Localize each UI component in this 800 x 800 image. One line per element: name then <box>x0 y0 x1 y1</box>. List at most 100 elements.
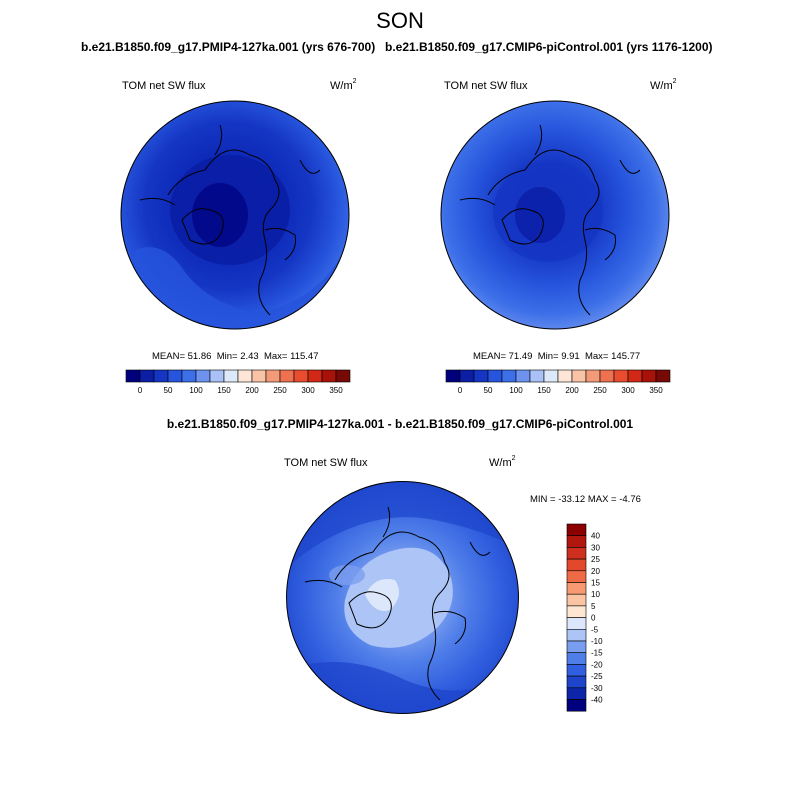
season-title: SON <box>376 8 424 33</box>
right-colorbar-tick-label: 300 <box>621 386 635 395</box>
left-colorbar: 0 50 100 150 200 250 300 350 <box>125 369 351 395</box>
right-colorbar-swatch <box>585 369 601 383</box>
left-colorbar-tick-label: 150 <box>217 386 231 395</box>
right-colorbar-swatch <box>445 369 461 383</box>
left-polar-map <box>120 100 350 330</box>
left-colorbar-tick-label: 100 <box>189 386 203 395</box>
diff-colorbar-swatch <box>566 640 587 653</box>
left-variable-label: TOM net SW flux <box>122 80 206 92</box>
right-colorbar-swatch <box>571 369 587 383</box>
left-colorbar-swatch <box>335 369 351 383</box>
right-colorbar-tick-label: 150 <box>537 386 551 395</box>
diff-units-label: W/m2 <box>489 455 516 469</box>
right-stats: MEAN= 71.49 Min= 9.91 Max= 145.77 <box>473 351 640 362</box>
diff-units-text: W/m <box>489 457 512 469</box>
left-units-label: W/m2 <box>330 78 357 92</box>
left-colorbar-swatch <box>307 369 323 383</box>
left-colorbar-swatch <box>251 369 267 383</box>
diff-colorbar-tick-label: -20 <box>591 660 603 669</box>
left-coastlines <box>139 124 321 316</box>
left-case-title: b.e21.B1850.f09_g17.PMIP4-127ka.001 (yrs… <box>81 40 376 54</box>
left-colorbar-tick-label: 350 <box>329 386 343 395</box>
left-units-exponent: 2 <box>352 78 357 85</box>
diff-colorbar-tick-label: -40 <box>591 696 603 705</box>
right-colorbar-swatch <box>515 369 531 383</box>
left-colorbar-tick-label: 250 <box>273 386 287 395</box>
diff-colorbar-swatch <box>566 629 587 642</box>
left-colorbar-tick-label: 50 <box>164 386 173 395</box>
left-stats: MEAN= 51.86 Min= 2.43 Max= 115.47 <box>152 351 318 362</box>
right-max-value: 145.77 <box>611 351 641 362</box>
right-colorbar-tick-label: 50 <box>484 386 493 395</box>
left-colorbar-swatch <box>265 369 281 383</box>
diff-colorbar-swatch <box>566 687 587 700</box>
right-colorbar: 0 50 100 150 200 250 300 350 <box>445 369 671 395</box>
left-units-text: W/m <box>330 80 353 92</box>
left-min-value: 2.43 <box>240 351 259 362</box>
diff-colorbar-tick-label: 40 <box>591 532 600 541</box>
right-mean-label: MEAN= <box>473 351 506 362</box>
diff-colorbar-swatch <box>566 605 587 618</box>
left-colorbar-swatch <box>209 369 225 383</box>
right-colorbar-tick-label: 0 <box>458 386 463 395</box>
diff-colorbar-swatch <box>566 652 587 665</box>
diff-colorbar-swatch <box>566 547 587 560</box>
right-units-label: W/m2 <box>650 78 677 92</box>
right-units-exponent: 2 <box>672 78 677 85</box>
left-colorbar-swatch <box>237 369 253 383</box>
diff-colorbar-swatch <box>566 617 587 630</box>
diff-colorbar-swatch <box>566 582 587 595</box>
right-colorbar-swatch <box>599 369 615 383</box>
diff-colorbar-tick-label: -15 <box>591 649 603 658</box>
diff-colorbar-tick-label: 20 <box>591 567 600 576</box>
right-colorbar-swatch <box>613 369 629 383</box>
diff-colorbar-swatch <box>566 593 587 607</box>
right-polar-map <box>440 100 670 330</box>
right-colorbar-tick-label: 350 <box>649 386 663 395</box>
left-colorbar-swatch <box>125 369 141 383</box>
diff-polar-map <box>286 481 519 714</box>
left-colorbar-swatch <box>167 369 183 383</box>
diff-colorbar-tick-label: -5 <box>591 625 599 634</box>
right-colorbar-swatch <box>543 369 559 383</box>
right-mean-value: 71.49 <box>508 351 533 362</box>
diff-colorbar-tick-label: -30 <box>591 684 603 693</box>
diff-colorbar: 40 30 25 20 15 10 5 0 -5 -10 -15 -20 -25 -30 -40 <box>566 523 603 712</box>
right-colorbar-swatch <box>501 369 517 383</box>
left-colorbar-swatch <box>181 369 197 383</box>
right-colorbar-swatch <box>529 369 545 383</box>
diff-colorbar-tick-label: 5 <box>591 602 596 611</box>
right-colorbar-swatch <box>627 369 643 383</box>
left-mean-label: MEAN= <box>152 351 185 362</box>
diff-colorbar-tick-label: 0 <box>591 614 596 623</box>
left-colorbar-swatch <box>293 369 309 383</box>
right-variable-label: TOM net SW flux <box>444 80 528 92</box>
right-colorbar-swatch <box>487 369 503 383</box>
left-colorbar-swatch <box>139 369 155 383</box>
left-colorbar-swatch <box>223 369 239 383</box>
right-colorbar-swatch <box>655 369 671 383</box>
diff-colorbar-swatch <box>566 699 587 712</box>
left-colorbar-tick-label: 200 <box>245 386 259 395</box>
right-colorbar-tick-label: 250 <box>593 386 607 395</box>
left-colorbar-swatch <box>321 369 337 383</box>
diff-colorbar-tick-label: 10 <box>591 590 600 599</box>
left-max-value: 115.47 <box>290 351 319 362</box>
difference-title: b.e21.B1850.f09_g17.PMIP4-127ka.001 - b.… <box>166 417 634 431</box>
diff-units-exponent: 2 <box>511 455 516 462</box>
right-colorbar-swatch <box>641 369 657 383</box>
left-mean-value: 51.86 <box>187 351 212 362</box>
diff-variable-label: TOM net SW flux <box>284 457 368 469</box>
diff-colorbar-tick-label: 25 <box>591 555 600 564</box>
diff-colorbar-swatch <box>566 535 587 548</box>
diff-colorbar-tick-label: -25 <box>591 672 603 681</box>
right-case-title: b.e21.B1850.f09_g17.CMIP6-piControl.001 … <box>385 40 713 54</box>
right-colorbar-tick-label: 200 <box>565 386 579 395</box>
right-colorbar-tick-label: 100 <box>509 386 523 395</box>
diff-colorbar-tick-label: 30 <box>591 543 600 552</box>
right-coastlines <box>459 124 641 316</box>
left-min-label: Min= <box>216 351 238 362</box>
left-colorbar-tick-label: 300 <box>301 386 315 395</box>
left-colorbar-swatch <box>195 369 211 383</box>
right-colorbar-swatch <box>459 369 475 383</box>
